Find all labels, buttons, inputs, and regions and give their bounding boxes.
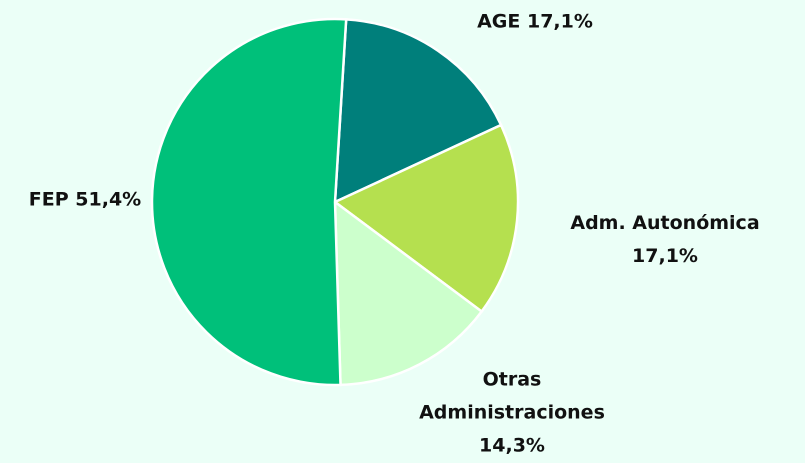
pie-slice [150, 17, 348, 387]
category-label: Adm. Autonómica [570, 212, 760, 234]
value-label: 14,3% [479, 434, 545, 457]
category-label: Otras Administraciones [419, 368, 605, 424]
pie-slice [333, 18, 503, 205]
pie-slice [333, 199, 484, 387]
value-label: 51,4% [75, 188, 142, 211]
category-label: FEP [28, 188, 69, 211]
slice-label: Otras Administraciones 14,3% [402, 364, 622, 463]
pie-slice [332, 123, 520, 314]
slice-label: AGE 17,1% [425, 6, 645, 39]
value-label: 17,1% [632, 245, 698, 267]
slice-label: Adm. Autonómica 17,1% [545, 207, 785, 273]
slice-label: FEP 51,4% [15, 184, 155, 217]
category-label: AGE [477, 10, 521, 33]
value-label: 17,1% [526, 10, 593, 33]
